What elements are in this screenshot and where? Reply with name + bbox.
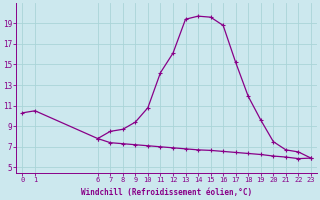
X-axis label: Windchill (Refroidissement éolien,°C): Windchill (Refroidissement éolien,°C) (81, 188, 252, 197)
